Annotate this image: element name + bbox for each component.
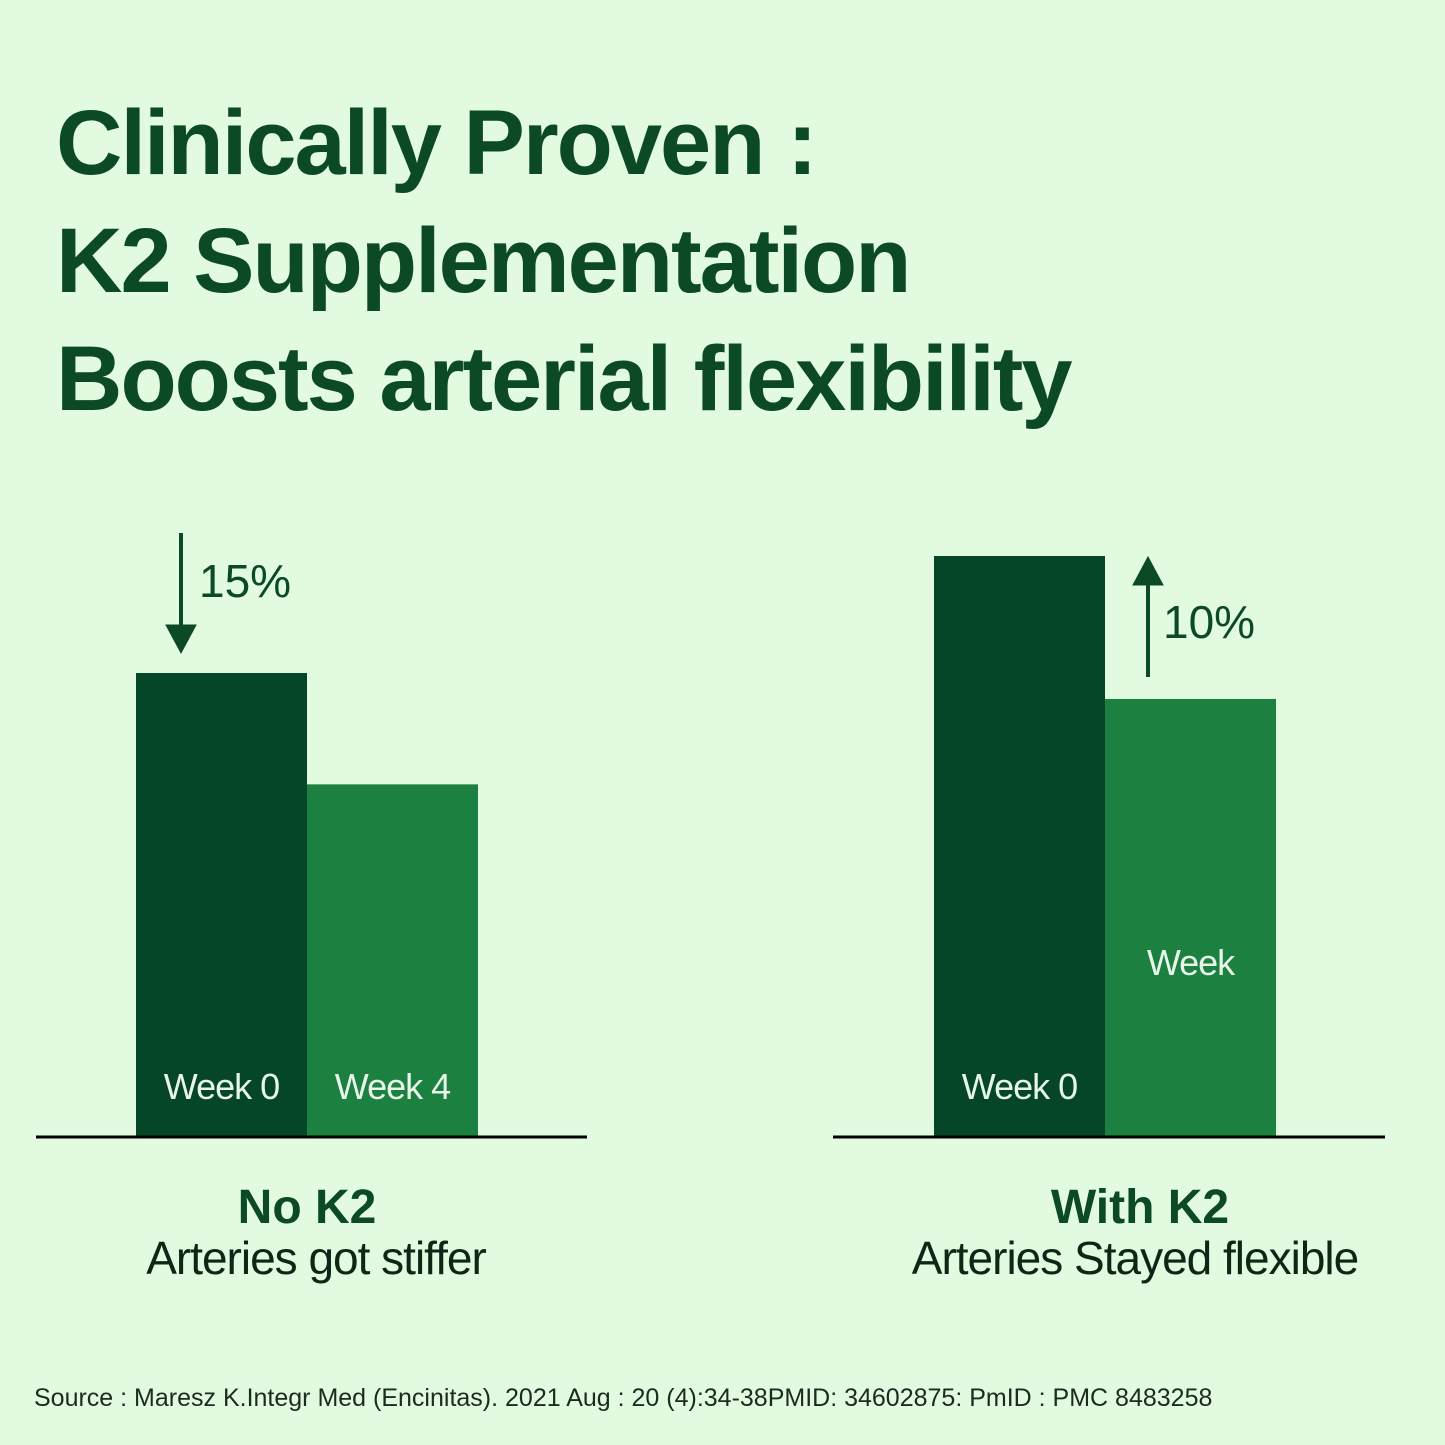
source-citation: Source : Maresz K.Integr Med (Encinitas)… <box>34 1384 1213 1412</box>
chart-2-bar-2 <box>1105 698 1276 1137</box>
chart-2-change-arrow <box>1132 555 1164 677</box>
chart-2-bar-1 <box>934 556 1105 1137</box>
chart-1-bar-label-1: Week 0 <box>164 1066 279 1107</box>
chart-2-subtitle: Arteries Stayed flexible <box>911 1232 1359 1284</box>
chart-2-title: With K2 <box>1050 1181 1230 1234</box>
chart-1-bar-2 <box>307 784 478 1137</box>
page-title: Clinically Proven : K2 Supplementation B… <box>56 84 1073 438</box>
chart-1-subtitle: Arteries got stiffer <box>146 1232 487 1284</box>
chart-1-bar-1 <box>136 673 307 1137</box>
chart-1-bar-label-2: Week 4 <box>335 1066 450 1107</box>
title-line-1: Clinically Proven : <box>56 92 818 194</box>
title-line-3: Boosts arterial flexibility <box>56 328 1073 430</box>
chart-2-change-label: 10% <box>1163 596 1255 648</box>
chart-2-bar-label-1: Week 0 <box>962 1066 1077 1107</box>
chart-1-change-arrow <box>165 533 197 655</box>
title-line-2: K2 Supplementation <box>56 210 911 312</box>
chart-1-change-label: 15% <box>199 555 291 607</box>
chart-2-bar-label-2: Week <box>1147 942 1236 983</box>
chart-1-title: No K2 <box>237 1181 377 1234</box>
